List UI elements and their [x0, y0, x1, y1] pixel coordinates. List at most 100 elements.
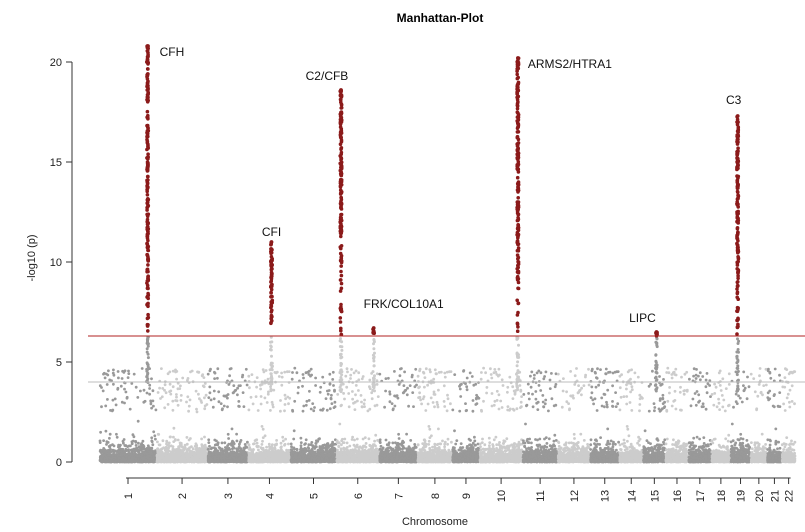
data-point [127, 369, 130, 373]
data-point [121, 453, 125, 457]
data-point [315, 439, 318, 443]
data-point [142, 388, 146, 392]
data-point [175, 377, 179, 381]
data-point [297, 386, 300, 389]
data-point [172, 448, 176, 452]
data-point [197, 392, 200, 396]
data-point [172, 435, 175, 439]
data-point [179, 457, 183, 461]
data-point [283, 409, 286, 413]
data-point [148, 383, 152, 387]
data-point [209, 458, 213, 461]
data-point [235, 432, 239, 436]
data-point [115, 432, 118, 436]
data-point [344, 374, 348, 378]
data-point [203, 450, 207, 454]
data-point [284, 437, 287, 441]
data-point [158, 443, 162, 447]
data-point [307, 399, 311, 402]
data-point [269, 372, 273, 376]
data-point [301, 450, 305, 454]
data-point [102, 372, 105, 376]
data-point [166, 450, 170, 454]
data-point [131, 448, 134, 452]
data-point [320, 457, 324, 461]
data-point [168, 370, 172, 374]
data-point [235, 439, 239, 443]
data-point [222, 454, 225, 457]
data-point [314, 376, 317, 380]
data-point [271, 403, 275, 406]
data-point [228, 456, 232, 460]
data-point [332, 384, 335, 387]
data-point [345, 367, 349, 371]
data-point [127, 455, 131, 459]
data-point [300, 452, 304, 456]
data-point [122, 441, 125, 445]
data-point [349, 377, 352, 380]
data-point [357, 446, 361, 449]
data-point [200, 374, 204, 378]
data-point [109, 459, 113, 463]
data-point [164, 445, 168, 449]
data-point [151, 389, 155, 393]
data-point [179, 399, 183, 402]
data-point [225, 448, 229, 452]
data-point [279, 441, 283, 445]
data-point [255, 444, 259, 448]
data-point [98, 441, 102, 444]
data-point [313, 451, 316, 454]
data-point [120, 377, 124, 380]
data-point [265, 401, 269, 404]
data-point [156, 391, 160, 394]
data-point [179, 394, 183, 397]
data-point [203, 407, 207, 411]
data-point [351, 390, 354, 393]
data-point [217, 390, 221, 394]
data-point [112, 373, 116, 377]
data-point [99, 430, 102, 434]
data-point [283, 458, 287, 461]
data-point [168, 382, 172, 386]
data-point [198, 460, 202, 463]
data-point [217, 454, 221, 458]
data-point [314, 459, 317, 463]
data-point [149, 402, 153, 406]
data-point [130, 442, 134, 446]
data-point [175, 370, 179, 373]
data-point [128, 407, 132, 411]
data-point [182, 447, 186, 451]
data-point [261, 439, 264, 443]
data-point [207, 438, 211, 442]
data-point [171, 385, 175, 389]
data-point [159, 456, 163, 460]
data-point [194, 448, 198, 451]
data-point [299, 441, 303, 444]
data-point [320, 445, 324, 449]
data-point [163, 383, 167, 387]
data-point [279, 446, 283, 449]
data-point [328, 407, 332, 411]
data-point [100, 386, 103, 389]
data-point [261, 427, 265, 431]
data-point [242, 446, 246, 450]
x-axis-label: Chromosome [402, 516, 468, 528]
data-point [238, 442, 241, 446]
data-point [235, 460, 239, 464]
data-point [241, 391, 245, 394]
data-point [202, 385, 206, 389]
data-point [251, 402, 255, 406]
data-point [281, 439, 285, 443]
data-point [333, 388, 336, 392]
data-point [140, 459, 144, 463]
data-point [241, 456, 245, 460]
data-point [183, 459, 187, 462]
data-point [329, 396, 333, 400]
data-point [318, 437, 321, 441]
data-point [188, 398, 192, 402]
data-point [152, 455, 156, 458]
data-point [325, 450, 328, 453]
data-point [293, 399, 297, 403]
data-point [290, 448, 294, 452]
data-point [231, 439, 234, 443]
